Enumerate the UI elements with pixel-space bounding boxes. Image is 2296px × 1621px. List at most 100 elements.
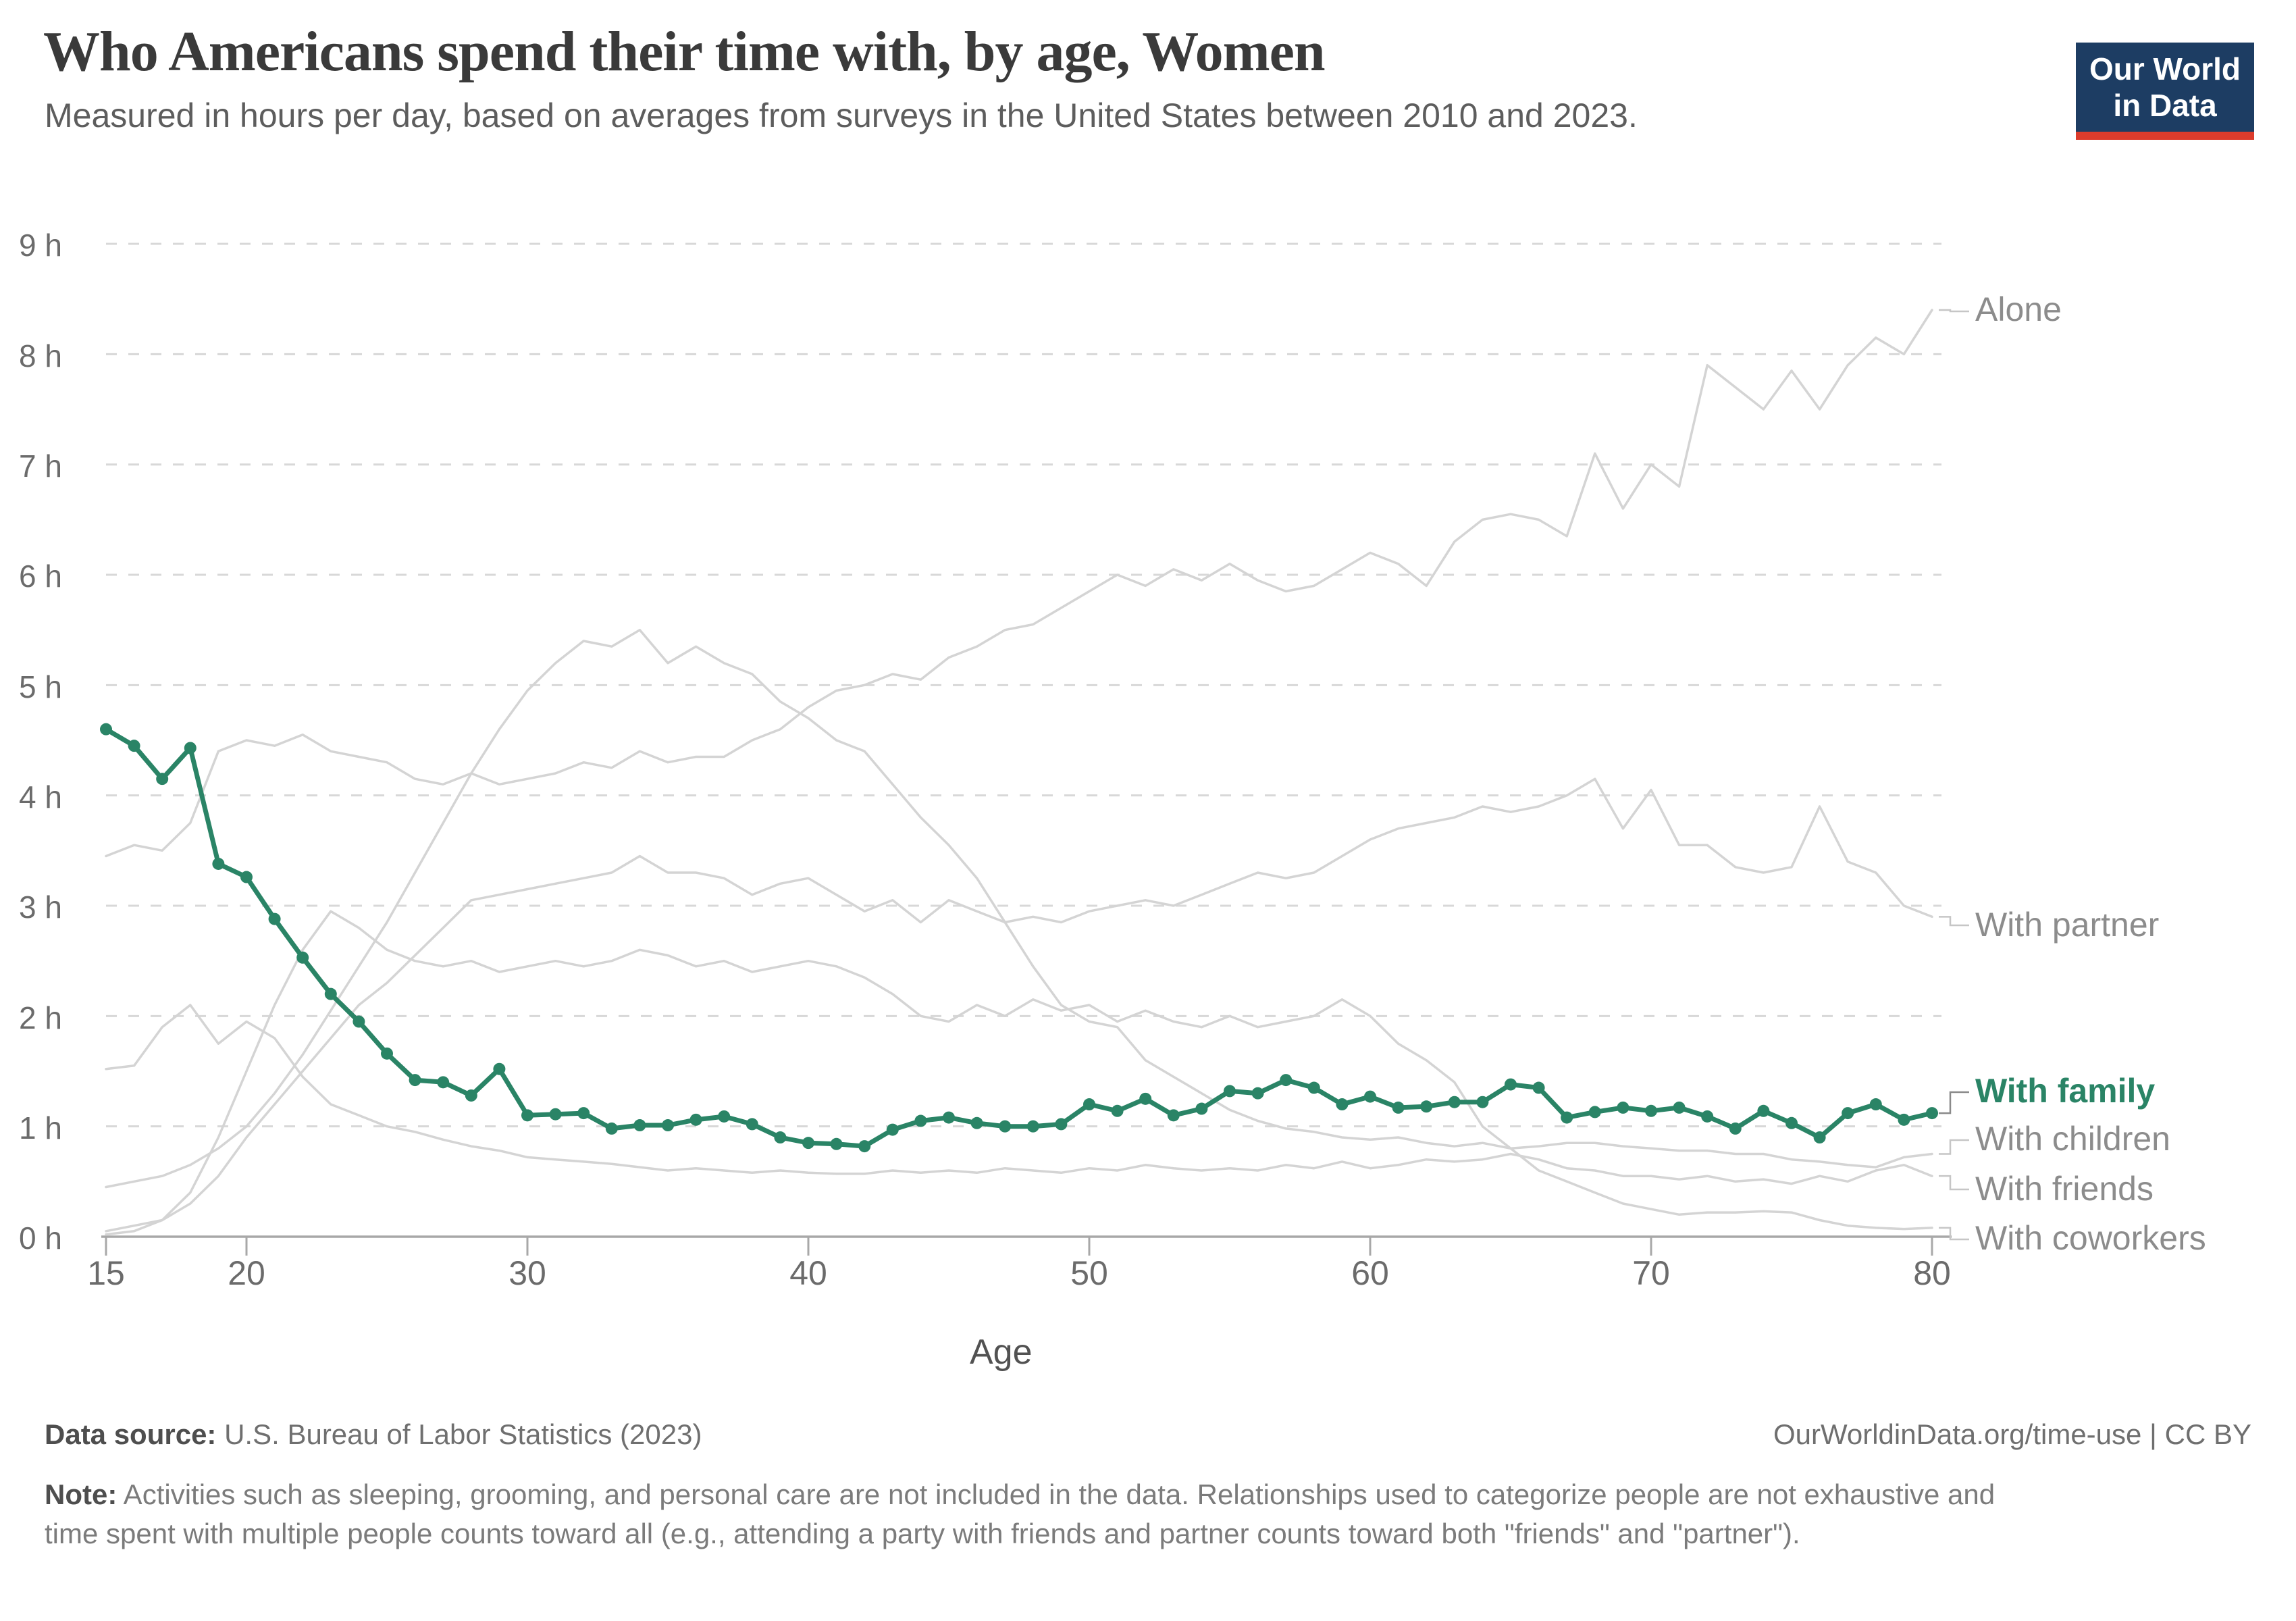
- y-tick-label-1h: 1 h: [19, 1110, 62, 1146]
- series-marker: [577, 1107, 590, 1120]
- owid-logo-line1: Our World: [2089, 51, 2241, 86]
- series-marker: [409, 1074, 421, 1087]
- series-label-friends[interactable]: With friends: [1975, 1170, 2154, 1208]
- series-label-family[interactable]: With family: [1975, 1072, 2156, 1110]
- series-line-with-family[interactable]: [103, 727, 1935, 1149]
- series-marker: [1307, 1081, 1320, 1094]
- series-marker: [1139, 1092, 1152, 1105]
- series-marker: [324, 987, 337, 1000]
- x-tick-label-80: 80: [1913, 1254, 1951, 1292]
- y-tick-label-3h: 3 h: [19, 890, 62, 925]
- page-title: Who Americans spend their time with, by …: [43, 20, 1326, 83]
- series-marker: [465, 1089, 477, 1102]
- series-marker: [493, 1062, 506, 1075]
- series-marker: [1645, 1104, 1657, 1117]
- x-tick-label-20: 20: [228, 1254, 265, 1292]
- y-tick-label-0h: 0 h: [19, 1220, 62, 1256]
- series-marker: [1673, 1101, 1686, 1114]
- data-source-text: U.S. Bureau of Labor Statistics (2023): [216, 1418, 702, 1450]
- series-line-with-children[interactable]: [105, 628, 1933, 1189]
- y-tick-label-7h: 7 h: [19, 448, 62, 484]
- x-tick-label-30: 30: [508, 1254, 546, 1292]
- series-marker: [1701, 1110, 1714, 1123]
- x-tick-label-60: 60: [1351, 1254, 1389, 1292]
- series-marker: [1785, 1116, 1798, 1129]
- series-marker: [1898, 1113, 1910, 1126]
- series-marker: [1532, 1081, 1545, 1094]
- series-marker: [212, 857, 225, 870]
- y-tick-label-5h: 5 h: [19, 669, 62, 704]
- series-marker: [914, 1114, 927, 1127]
- connector-children: [1939, 1139, 1969, 1155]
- series-marker: [1251, 1087, 1264, 1100]
- series-marker: [1111, 1104, 1124, 1117]
- connector-alone: [1939, 309, 1969, 313]
- connector-family: [1939, 1091, 1969, 1114]
- series-label-coworkers[interactable]: With coworkers: [1975, 1219, 2206, 1257]
- series-line-with-friends[interactable]: [105, 1004, 1933, 1185]
- series-marker: [549, 1108, 562, 1121]
- owid-logo-line2: in Data: [2113, 88, 2217, 123]
- note-text: Activities such as sleeping, grooming, a…: [45, 1478, 1995, 1549]
- series-marker: [184, 742, 197, 754]
- series-line-with-coworkers[interactable]: [105, 910, 1933, 1236]
- series-marker: [1280, 1074, 1293, 1087]
- series-marker: [1420, 1100, 1433, 1113]
- series-marker: [1617, 1101, 1629, 1114]
- series-marker: [1869, 1098, 1882, 1111]
- series-marker: [970, 1116, 983, 1129]
- series-marker: [746, 1118, 758, 1131]
- connector-coworkers: [1939, 1227, 1969, 1241]
- connector-partner: [1939, 916, 1969, 927]
- series-marker: [1026, 1120, 1039, 1133]
- x-tick-label-70: 70: [1632, 1254, 1670, 1292]
- series-marker: [156, 773, 169, 786]
- series-marker: [1195, 1102, 1208, 1115]
- data-source-label: Data source:: [45, 1418, 217, 1450]
- x-tick-label-40: 40: [789, 1254, 827, 1292]
- owid-logo[interactable]: Our World in Data: [2076, 43, 2254, 140]
- license-link[interactable]: OurWorldinData.org/time-use | CC BY: [1773, 1418, 2251, 1450]
- series-label-partner[interactable]: With partner: [1975, 906, 2160, 944]
- series-marker: [689, 1113, 702, 1126]
- series-marker: [1561, 1111, 1573, 1124]
- series-marker: [1505, 1078, 1517, 1091]
- series-marker: [1813, 1131, 1826, 1144]
- series-marker: [605, 1122, 618, 1135]
- series-marker: [1757, 1104, 1770, 1117]
- series-marker: [718, 1110, 731, 1123]
- series-marker: [1392, 1101, 1405, 1114]
- y-tick-label-9h: 9 h: [19, 228, 62, 263]
- series-marker: [1055, 1118, 1068, 1131]
- series-marker: [1336, 1098, 1349, 1111]
- x-tick-label-15: 15: [87, 1254, 125, 1292]
- series-marker: [240, 871, 253, 883]
- series-label-children[interactable]: With children: [1975, 1120, 2170, 1158]
- series-marker: [830, 1137, 843, 1150]
- series-line-with-partner[interactable]: [105, 777, 1933, 1233]
- series-marker: [858, 1140, 871, 1153]
- y-tick-label-4h: 4 h: [19, 779, 62, 815]
- series-marker: [353, 1015, 365, 1028]
- series-marker: [437, 1076, 450, 1089]
- series-marker: [1476, 1096, 1489, 1108]
- series-marker: [774, 1131, 787, 1144]
- series-marker: [1224, 1085, 1236, 1098]
- series-label-alone[interactable]: Alone: [1975, 290, 2062, 328]
- series-line-alone[interactable]: [105, 309, 1933, 858]
- series-marker: [1083, 1098, 1095, 1111]
- note-label: Note:: [45, 1478, 118, 1510]
- y-tick-label-8h: 8 h: [19, 338, 62, 374]
- series-marker: [1167, 1109, 1180, 1122]
- series-marker: [633, 1119, 646, 1132]
- y-tick-label-2h: 2 h: [19, 1000, 62, 1035]
- series-marker: [1729, 1122, 1742, 1135]
- series-marker: [802, 1137, 814, 1150]
- x-axis-title: Age: [970, 1333, 1033, 1372]
- series-marker: [1588, 1106, 1601, 1118]
- series-marker: [1926, 1107, 1938, 1120]
- chart-note: Note: Activities such as sleeping, groom…: [45, 1475, 2003, 1553]
- x-tick-label-50: 50: [1070, 1254, 1108, 1292]
